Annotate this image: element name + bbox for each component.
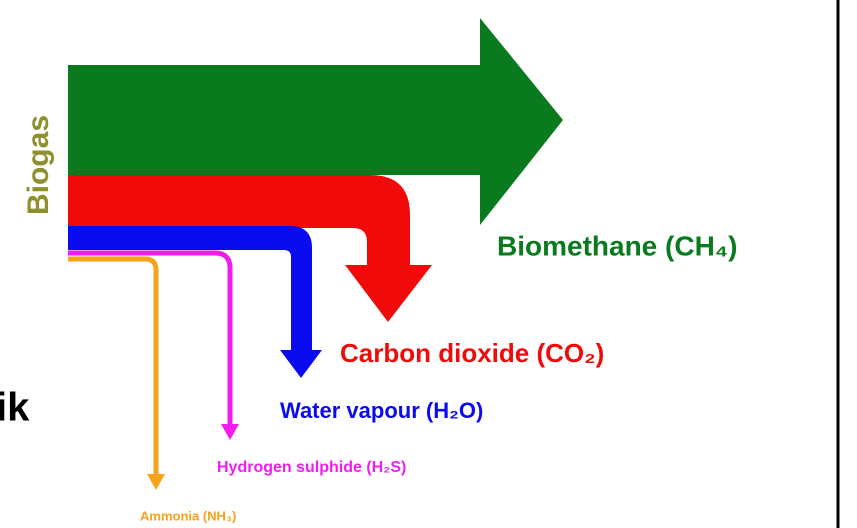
output-label: Carbon dioxide (CO₂) (340, 338, 604, 368)
biomethane-arrow (68, 18, 563, 225)
output-label: Biomethane (CH₄) (497, 230, 737, 261)
nh3-arrowhead (147, 474, 165, 490)
side-text: ik (0, 386, 30, 430)
output-label: Hydrogen sulphide (H₂S) (217, 459, 406, 476)
co2-arrow (68, 175, 432, 322)
output-label: Ammonia (NH₃) (140, 508, 236, 523)
h2s-line (68, 250, 233, 425)
h2o-arrow (68, 226, 322, 378)
h2s-arrowhead (221, 424, 239, 440)
output-label: Water vapour (H₂O) (280, 398, 483, 423)
nh3-line (68, 256, 159, 475)
source-label: Biogas (22, 115, 55, 215)
